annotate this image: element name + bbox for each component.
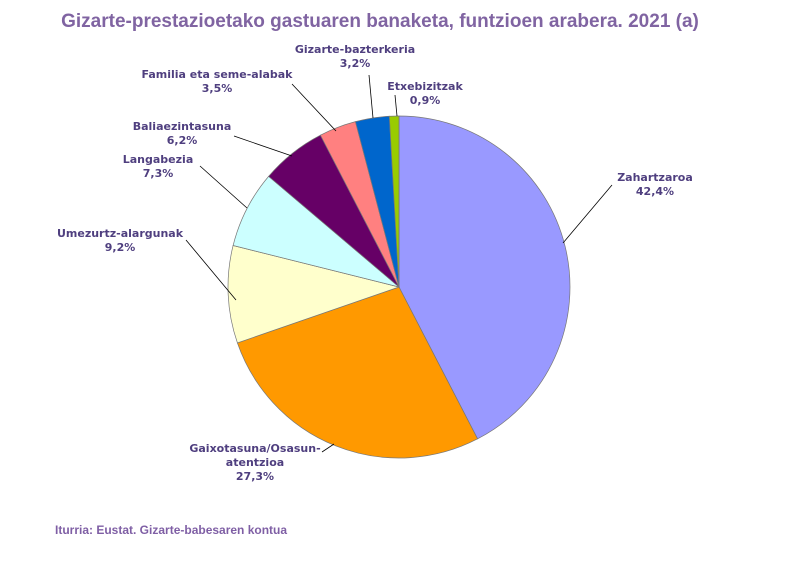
- source: Iturria: Eustat. Gizarte-babesaren kontu…: [55, 523, 287, 537]
- slice-label: Langabezia: [123, 153, 194, 166]
- value-label: 0,9%: [410, 94, 441, 107]
- value-label: 3,5%: [202, 82, 233, 95]
- leader-line: [368, 74, 374, 119]
- pie-slice: [398, 115, 571, 440]
- leader-line: [291, 83, 337, 132]
- value-label: 42,4%: [636, 185, 674, 198]
- leader-line: [394, 94, 398, 117]
- slice-label: Zahartzaroa: [617, 171, 693, 184]
- leader-line: [562, 184, 613, 244]
- slice-label: Baliaezintasuna: [133, 120, 232, 133]
- slice-label: Etxebizitzak: [387, 80, 463, 93]
- value-label: 3,2%: [340, 57, 371, 70]
- pie-slice: [236, 286, 479, 459]
- slice-label: Umezurtz-alargunak: [57, 227, 184, 240]
- value-label: 9,2%: [105, 241, 136, 254]
- pie-slice: [388, 115, 400, 288]
- slice-label: Gaixotasuna/Osasun-atentzioa: [189, 442, 320, 469]
- pie-slice: [227, 245, 401, 344]
- slice-label: Gizarte-bazterkeria: [295, 43, 415, 56]
- slice-label: Familia eta seme-alabak: [141, 68, 293, 81]
- leader-line: [199, 165, 248, 209]
- chart-title: Gizarte-prestazioetako gastuaren banaket…: [61, 11, 699, 32]
- leader-line: [185, 239, 237, 301]
- value-label: 7,3%: [143, 167, 174, 180]
- leader-line: [233, 135, 293, 157]
- value-label: 6,2%: [167, 134, 198, 147]
- leader-line: [321, 443, 335, 453]
- value-label: 27,3%: [236, 470, 274, 483]
- label-line: Gaixotasuna/Osasun-: [189, 442, 320, 455]
- label-line: atentzioa: [226, 456, 284, 469]
